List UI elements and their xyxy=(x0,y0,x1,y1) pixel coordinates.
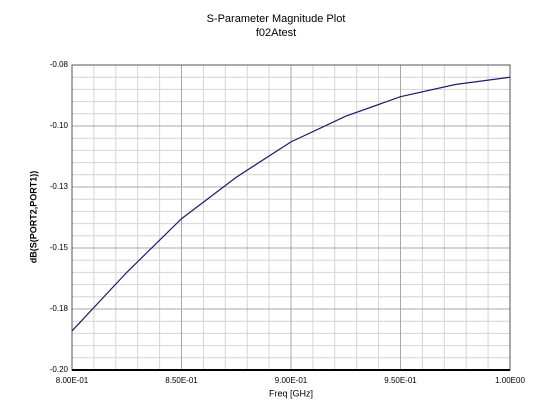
y-tick-label: -0.13 xyxy=(50,182,69,191)
x-tick-label: 9.00E-01 xyxy=(275,376,308,385)
x-tick-label: 8.00E-01 xyxy=(56,376,89,385)
y-tick-label: -0.20 xyxy=(50,365,69,374)
y-tick-label: -0.10 xyxy=(50,121,69,130)
x-tick-label: 8.50E-01 xyxy=(165,376,198,385)
data-line xyxy=(71,76,511,332)
y-tick-label: -0.18 xyxy=(50,304,69,313)
chart-title: S-Parameter Magnitude Plot xyxy=(207,13,346,25)
x-tick-label: 1.00E00 xyxy=(495,376,525,385)
y-axis-label: dB(S(PORT2,PORT1)) xyxy=(28,171,38,264)
y-tick-label: -0.15 xyxy=(50,243,69,252)
x-axis-label: Freq [GHz] xyxy=(269,388,313,398)
x-tick-label: 9.50E-01 xyxy=(384,376,417,385)
y-tick-label: -0.08 xyxy=(50,60,69,69)
chart-subtitle: f02Atest xyxy=(256,27,296,39)
